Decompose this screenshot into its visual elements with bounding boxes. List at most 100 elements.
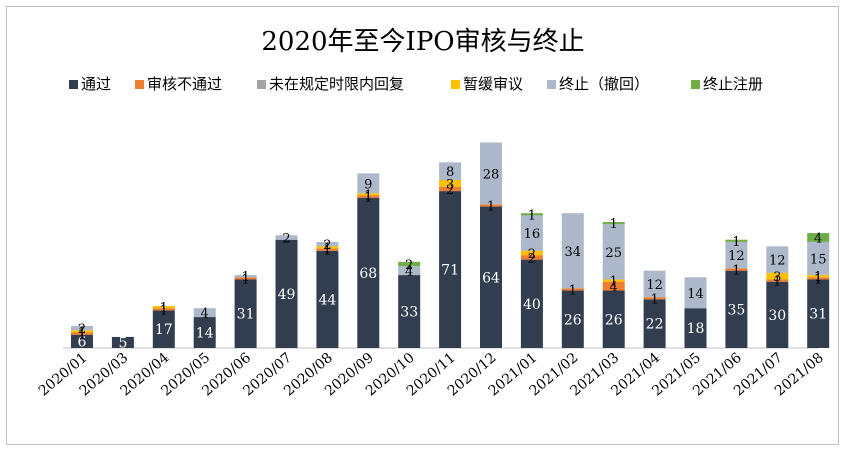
bar-segment-3-9 bbox=[439, 180, 462, 187]
legend-label-4: 终止（撤回） bbox=[559, 75, 649, 93]
data-label-4-13: 25 bbox=[605, 246, 622, 261]
data-label-0-18: 31 bbox=[809, 307, 827, 323]
bar-segment-3-18 bbox=[807, 275, 830, 278]
data-label-4-6: 2 bbox=[323, 238, 331, 253]
data-label-1-7: 1 bbox=[364, 191, 372, 206]
bar-segment-0-14 bbox=[643, 299, 666, 348]
data-label-0-6: 44 bbox=[318, 292, 336, 308]
bar-segment-3-11 bbox=[520, 250, 543, 256]
data-label-1-18: 1 bbox=[814, 272, 822, 287]
data-label-4-16: 12 bbox=[728, 249, 745, 264]
bar-segment-0-9 bbox=[439, 191, 462, 348]
bar-segment-0-7 bbox=[357, 197, 380, 348]
legend-swatch-1 bbox=[135, 80, 144, 89]
bar-segment-3-7 bbox=[357, 193, 380, 196]
data-label-1-9: 2 bbox=[446, 183, 454, 198]
bar-segment-4-16 bbox=[725, 241, 748, 269]
data-label-4-9: 8 bbox=[446, 165, 454, 180]
data-label-0-11: 40 bbox=[523, 297, 541, 313]
data-label-4-17: 12 bbox=[769, 254, 786, 269]
bar-segment-4-3 bbox=[193, 308, 216, 318]
bar-segment-1-4 bbox=[234, 277, 257, 280]
bar-segment-1-6 bbox=[316, 248, 339, 251]
data-label-5-18: 4 bbox=[814, 232, 822, 247]
bar-segment-1-14 bbox=[643, 297, 666, 300]
bar-segment-4-0 bbox=[71, 325, 93, 331]
bar-segment-5-8 bbox=[398, 261, 421, 267]
chart-frame: 2020年至今IPO审核与终止 通过 审核不通过 未在规定时限内回复 暂缓审议 终止（撤… bbox=[6, 6, 839, 445]
bar-segment-4-18 bbox=[807, 241, 830, 276]
data-label-5-16: 1 bbox=[732, 235, 740, 250]
legend-swatch-5 bbox=[691, 80, 700, 89]
bar-segment-0-16 bbox=[725, 270, 748, 348]
legend-swatch-3 bbox=[451, 80, 460, 89]
bar-segment-1-2 bbox=[152, 308, 175, 311]
data-label-1-17: 1 bbox=[773, 275, 781, 290]
bar-segment-4-4 bbox=[234, 275, 257, 278]
data-label-1-2: 1 bbox=[160, 303, 168, 318]
bar-segment-5-18 bbox=[807, 233, 830, 242]
bar-segment-5-11 bbox=[520, 213, 543, 216]
bar-segment-1-9 bbox=[439, 186, 462, 192]
data-label-3-18: 1 bbox=[814, 270, 822, 285]
bar-segment-4-14 bbox=[643, 270, 666, 298]
data-label-3-2: 1 bbox=[160, 301, 168, 316]
bar-segment-0-13 bbox=[602, 290, 625, 348]
bar-segment-0-12 bbox=[561, 290, 584, 348]
bar-segment-0-6 bbox=[316, 250, 339, 348]
bar-segment-1-11 bbox=[520, 255, 543, 260]
legend-swatch-0 bbox=[69, 80, 78, 89]
legend-label-1: 审核不通过 bbox=[147, 75, 222, 93]
data-label-4-7: 9 bbox=[364, 177, 372, 192]
bar-segment-4-5 bbox=[275, 235, 298, 240]
data-label-3-17: 3 bbox=[773, 270, 781, 285]
legend-label-2: 未在规定时限内回复 bbox=[269, 75, 404, 93]
data-label-5-8: 2 bbox=[405, 258, 413, 273]
data-label-1-12: 1 bbox=[569, 283, 577, 298]
legend: 通过 审核不通过 未在规定时限内回复 暂缓审议 终止（撤回） 终止注册 bbox=[69, 75, 763, 93]
data-label-0-1: 5 bbox=[118, 335, 127, 351]
bar-segment-1-13 bbox=[602, 281, 625, 291]
data-label-0-9: 71 bbox=[441, 263, 459, 279]
data-label-1-11: 2 bbox=[528, 251, 536, 266]
bar-segment-4-17 bbox=[766, 246, 789, 273]
bar-segment-0-17 bbox=[766, 281, 789, 348]
bar-segment-1-7 bbox=[357, 195, 380, 198]
data-label-1-0: 1 bbox=[78, 328, 86, 343]
bar-segment-0-10 bbox=[480, 206, 502, 348]
bars bbox=[71, 142, 830, 348]
data-label-3-6: 1 bbox=[323, 241, 331, 256]
data-label-0-14: 22 bbox=[646, 317, 664, 333]
bar-segment-1-0 bbox=[71, 332, 93, 335]
bar-segment-1-16 bbox=[725, 268, 748, 271]
data-label-0-4: 31 bbox=[237, 307, 255, 323]
legend-label-3: 暂缓审议 bbox=[463, 75, 523, 93]
legend-label-5: 终止注册 bbox=[703, 75, 763, 93]
bar-segment-1-18 bbox=[807, 277, 830, 280]
bar-segment-0-8 bbox=[398, 275, 421, 348]
data-label-0-15: 18 bbox=[687, 321, 705, 337]
data-label-0-16: 35 bbox=[727, 302, 745, 318]
bar-segment-4-11 bbox=[520, 215, 543, 251]
legend-label-0: 通过 bbox=[81, 75, 111, 93]
bar-segment-4-12 bbox=[561, 213, 584, 289]
bar-segment-4-6 bbox=[316, 241, 339, 247]
data-label-4-10: 28 bbox=[483, 167, 500, 182]
bar-segment-0-5 bbox=[275, 239, 298, 348]
data-label-4-0: 2 bbox=[78, 322, 86, 337]
data-label-1-4: 1 bbox=[241, 272, 249, 287]
data-label-1-16: 1 bbox=[732, 264, 740, 279]
data-label-0-17: 30 bbox=[768, 308, 786, 324]
data-label-0-3: 14 bbox=[196, 326, 214, 342]
data-label-0-12: 26 bbox=[564, 312, 582, 328]
bar-segment-3-0 bbox=[71, 330, 93, 333]
bar-segment-3-17 bbox=[766, 272, 789, 280]
data-label-4-15: 14 bbox=[687, 287, 704, 302]
data-label-0-8: 33 bbox=[400, 305, 418, 321]
data-label-5-11: 1 bbox=[528, 208, 536, 223]
bar-segment-0-3 bbox=[193, 317, 216, 348]
bar-segment-3-13 bbox=[602, 279, 625, 282]
data-label-0-7: 68 bbox=[359, 266, 377, 282]
data-label-4-14: 12 bbox=[646, 278, 663, 293]
data-label-0-13: 26 bbox=[605, 312, 623, 328]
